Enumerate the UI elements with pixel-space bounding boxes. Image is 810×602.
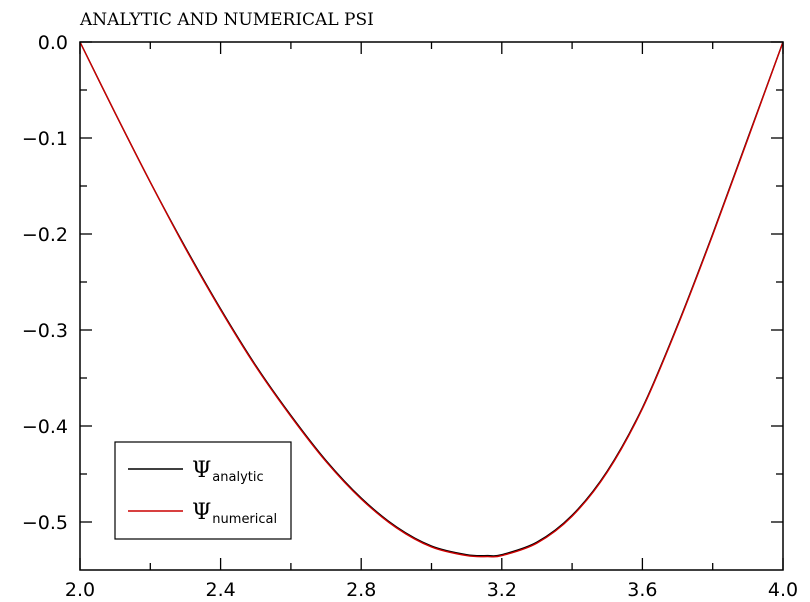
y-tick-label: −0.4	[22, 416, 68, 438]
chart-title: ANALYTIC AND NUMERICAL PSI	[79, 10, 374, 30]
y-tick-label: −0.2	[22, 224, 68, 246]
legend-subscript: analytic	[212, 470, 263, 485]
y-tick-label: 0.0	[38, 32, 68, 54]
plot-frame	[79, 41, 784, 571]
y-tick-label: −0.5	[22, 512, 68, 534]
legend-label-numerical: Ψnumerical	[192, 500, 277, 527]
legend-label-analytic: Ψanalytic	[192, 458, 264, 485]
legend-box	[114, 441, 292, 540]
x-tick-label: 2.4	[205, 579, 235, 601]
series-line-numerical	[79, 41, 784, 558]
x-tick-label: 3.2	[487, 579, 517, 601]
x-tick-label: 2.0	[65, 579, 95, 601]
x-tick-label: 4.0	[768, 579, 798, 601]
axis-tick-labels: 2.0 2.4 2.8 3.2 3.6 4.0 0.0 −0.1 −0.2 −0.3 −0.4 −0.…	[22, 32, 798, 601]
legend-psi-symbol: Ψ	[192, 458, 211, 483]
legend-psi-symbol: Ψ	[192, 500, 211, 525]
series-lines	[79, 41, 784, 558]
x-tick-label: 3.6	[627, 579, 657, 601]
x-tick-label: 2.8	[346, 579, 376, 601]
legend-subscript: numerical	[212, 512, 277, 527]
y-tick-label: −0.1	[22, 128, 68, 150]
y-tick-label: −0.3	[22, 320, 68, 342]
